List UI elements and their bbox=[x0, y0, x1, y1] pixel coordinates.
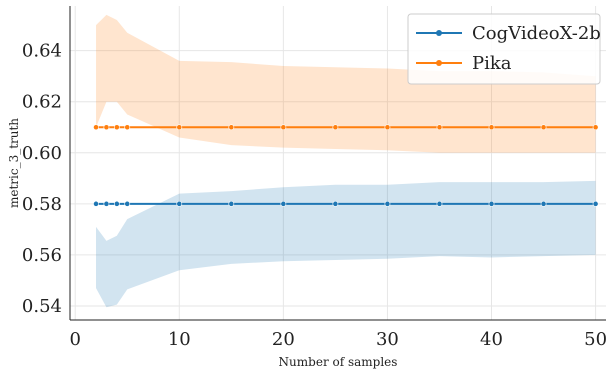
data-point bbox=[113, 124, 120, 131]
x-tick-label: 10 bbox=[168, 329, 191, 350]
y-tick-label: 0.56 bbox=[22, 245, 62, 266]
y-tick-label: 0.62 bbox=[22, 92, 62, 113]
confidence-band bbox=[96, 14, 596, 153]
data-point bbox=[436, 124, 443, 131]
legend-label-cogvideox: CogVideoX-2b bbox=[472, 23, 601, 44]
x-tick-label: 40 bbox=[480, 329, 503, 350]
data-point bbox=[113, 200, 120, 207]
y-axis-label: metric_3_truth bbox=[7, 118, 21, 208]
data-point bbox=[280, 200, 287, 207]
data-point bbox=[488, 124, 495, 131]
data-point bbox=[103, 124, 110, 131]
x-tick-label: 20 bbox=[272, 329, 295, 350]
data-point bbox=[176, 124, 183, 131]
data-point bbox=[592, 200, 599, 207]
y-tick-label: 0.58 bbox=[22, 194, 62, 215]
x-axis-label: Number of samples bbox=[279, 355, 398, 369]
data-point bbox=[124, 124, 131, 131]
data-point bbox=[540, 200, 547, 207]
legend-box bbox=[407, 13, 601, 85]
x-tick-label: 0 bbox=[69, 329, 80, 350]
data-point bbox=[176, 200, 183, 207]
data-point bbox=[384, 124, 391, 131]
data-point bbox=[488, 200, 495, 207]
data-point bbox=[124, 200, 131, 207]
y-tick-label: 0.60 bbox=[22, 143, 62, 164]
legend: CogVideoX-2b Pika bbox=[407, 13, 601, 85]
data-point bbox=[436, 200, 443, 207]
data-point bbox=[228, 200, 235, 207]
data-point bbox=[93, 124, 99, 131]
y-tick-label: 0.64 bbox=[22, 41, 62, 62]
axes bbox=[69, 6, 606, 321]
data-point bbox=[103, 200, 110, 207]
data-point bbox=[280, 124, 287, 131]
y-tick-label: 0.54 bbox=[22, 296, 62, 317]
x-tick-label: 50 bbox=[584, 329, 607, 350]
legend-label-pika: Pika bbox=[472, 53, 512, 74]
tick-labels: 0 10 20 30 40 50 0.54 0.56 0.58 0.60 0.62 0.64 bbox=[22, 41, 607, 350]
data-point bbox=[93, 200, 99, 207]
data-point bbox=[540, 124, 547, 131]
data-point bbox=[332, 200, 339, 207]
data-point bbox=[592, 124, 599, 131]
series-lines bbox=[93, 124, 599, 207]
data-point bbox=[332, 124, 339, 131]
legend-marker-cogvideox bbox=[436, 30, 442, 36]
data-point bbox=[384, 200, 391, 207]
legend-marker-pika bbox=[436, 60, 442, 66]
confidence-bands bbox=[96, 14, 596, 308]
confidence-band bbox=[96, 180, 596, 308]
x-tick-label: 30 bbox=[376, 329, 399, 350]
data-point bbox=[228, 124, 235, 131]
